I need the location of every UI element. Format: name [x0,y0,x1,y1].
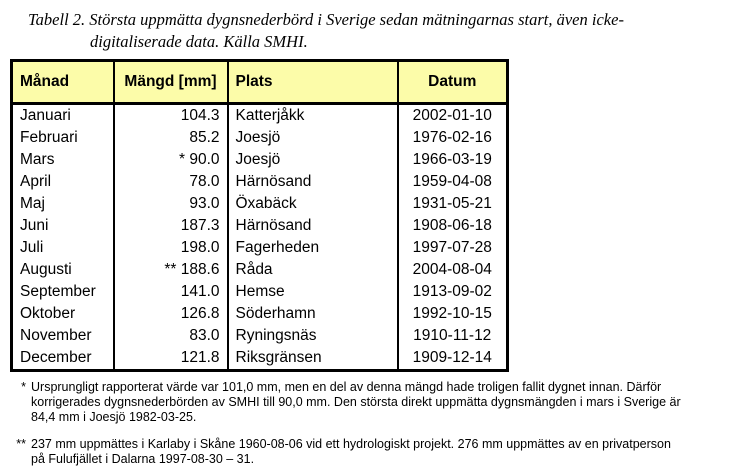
table-cell: Februari [20,129,78,146]
footnote-marker: ** [16,437,26,451]
table-cell: Oktober [20,305,76,322]
table-cell: Härnösand [226,171,398,193]
table-cell: Januari [20,107,71,124]
table-cell: Råda [226,259,398,281]
footnote: * Ursprungligt rapporterat värde var 101,… [0,380,731,425]
table-row: Mars * 90.0 Joesjö 1966-03-19 [12,149,508,171]
table-cell: 1910-11-12 [396,325,508,347]
table-cell: 85.2 [112,127,228,149]
table-cell: 126.8 [112,303,228,325]
table-cell: Maj [20,195,45,212]
table-cell: November [20,327,92,344]
footnote-marker: * [21,380,26,394]
caption-line-1: Tabell 2. Största uppmätta dygnsnederbör… [28,10,624,29]
table-cell: Riksgränsen [226,347,398,371]
table-cell: Öxabäck [226,193,398,215]
table-cell: Katterjåkk [226,103,398,127]
table-cell: 104.3 [112,103,228,127]
table-cell: 141.0 [112,281,228,303]
table-cell: 2002-01-10 [396,103,508,127]
table-row: Maj 93.0 Öxabäck 1931-05-21 [12,193,508,215]
table-row: April 78.0 Härnösand 1959-04-08 [12,171,508,193]
footnote-line: korrigerades dygnsnederbörden av SMHI ti… [31,395,681,409]
table-cell: 1908-06-18 [396,215,508,237]
table-caption: Tabell 2. Största uppmätta dygnsnederbör… [0,0,731,53]
table-cell: 1966-03-19 [396,149,508,171]
caption-line-2: digitaliserade data. Källa SMHI. [90,32,308,51]
table-cell: April [20,173,52,190]
table-row: Juni 187.3 Härnösand 1908-06-18 [12,215,508,237]
table-cell: Ryningsnäs [226,325,398,347]
table-cell: 198.0 [112,237,228,259]
table-cell: ** 188.6 [112,259,228,281]
table-cell: Härnösand [226,215,398,237]
table-cell: 1997-07-28 [396,237,508,259]
footnote-line: 237 mm uppmättes i Karlaby i Skåne 1960-… [31,437,671,451]
table-row: December 121.8 Riksgränsen 1909-12-14 [12,347,508,371]
table-header-row: Månad Mängd [mm] Plats Datum [11,60,508,105]
footnote-line: Ursprungligt rapporterat värde var 101,0… [31,380,662,394]
footnotes: * Ursprungligt rapporterat värde var 101,… [0,380,731,467]
table-cell: 93.0 [112,193,228,215]
table-cell: December [20,349,92,366]
table-cell: 78.0 [112,171,228,193]
table-row: Februari 85.2 Joesjö 1976-02-16 [12,127,508,149]
table-cell: Söderhamn [226,303,398,325]
table-cell: Mars [20,151,55,168]
footnote-line: på Fulufjället i Dalarna 1997-08-30 – 31… [31,452,255,466]
table-cell: Juni [20,217,49,234]
table-cell: Joesjö [226,149,398,171]
column-header: Månad [11,60,114,105]
column-header: Plats [226,60,398,105]
column-header: Datum [396,60,508,105]
column-header: Mängd [mm] [112,60,228,105]
table-cell: 83.0 [112,325,228,347]
table-cell: 1931-05-21 [396,193,508,215]
table-cell: Joesjö [226,127,398,149]
table-row: November 83.0 Ryningsnäs 1910-11-12 [12,325,508,347]
table-cell: 1976-02-16 [396,127,508,149]
table-cell: Juli [20,239,44,256]
table-cell: 1992-10-15 [396,303,508,325]
table-cell: 1959-04-08 [396,171,508,193]
footnote-line: 84,4 mm i Joesjö 1982-03-25. [31,410,197,424]
table-cell: September [20,283,96,300]
table-row: Juli 198.0 Fagerheden 1997-07-28 [12,237,508,259]
table-header: Månad Mängd [mm] Plats Datum [11,60,508,105]
table-cell: 2004-08-04 [396,259,508,281]
table-cell: * 90.0 [112,149,228,171]
table-cell: Fagerheden [226,237,398,259]
precipitation-table: Månad Mängd [mm] Plats Datum Januari 104.3 Ka… [10,59,509,372]
table-body: Januari 104.3 Katterjåkk 2002-01-10 Februari… [12,103,508,371]
table-row: Augusti ** 188.6 Råda 2004-08-04 [12,259,508,281]
table-cell: 187.3 [112,215,228,237]
footnote: ** 237 mm uppmättes i Karlaby i Skåne 196… [0,437,731,467]
table-cell: 121.8 [112,347,228,371]
table-row: Januari 104.3 Katterjåkk 2002-01-10 [12,103,508,127]
table-cell: 1909-12-14 [396,347,508,371]
table-cell: Hemse [226,281,398,303]
table-cell: 1913-09-02 [396,281,508,303]
table-row: September 141.0 Hemse 1913-09-02 [12,281,508,303]
table-cell: Augusti [20,261,72,278]
table-row: Oktober 126.8 Söderhamn 1992-10-15 [12,303,508,325]
